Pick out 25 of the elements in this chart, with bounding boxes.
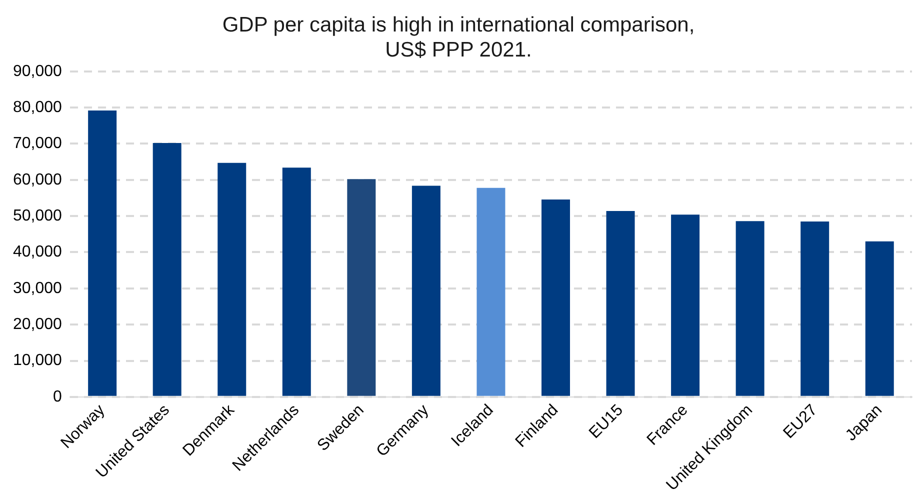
bar — [736, 221, 764, 396]
bar — [606, 211, 635, 396]
bar — [476, 188, 506, 396]
y-tick-label: 20,000 — [13, 316, 62, 333]
y-tick-label: 30,000 — [13, 280, 62, 297]
bar — [88, 110, 117, 396]
y-tick-label: 40,000 — [13, 244, 62, 261]
text: GDP per capita is high in international comparison, — [222, 13, 695, 36]
bar — [282, 168, 311, 396]
y-tick-label: 90,000 — [13, 62, 62, 80]
bar — [412, 186, 440, 396]
bar — [541, 199, 570, 396]
y-tick-label: 80,000 — [13, 98, 62, 116]
bar — [347, 179, 376, 396]
text: US$ PPP 2021. — [385, 38, 532, 62]
y-tick-label: 50,000 — [13, 207, 62, 224]
bar — [671, 214, 700, 396]
y-tick-label: 60,000 — [13, 171, 62, 188]
bar — [152, 143, 182, 396]
bar — [800, 222, 830, 396]
y-tick-label: 70,000 — [13, 135, 62, 152]
y-tick-label: 10,000 — [13, 352, 62, 370]
bar — [218, 162, 246, 396]
bar — [865, 241, 894, 396]
y-tick-label: 0 — [53, 388, 62, 406]
